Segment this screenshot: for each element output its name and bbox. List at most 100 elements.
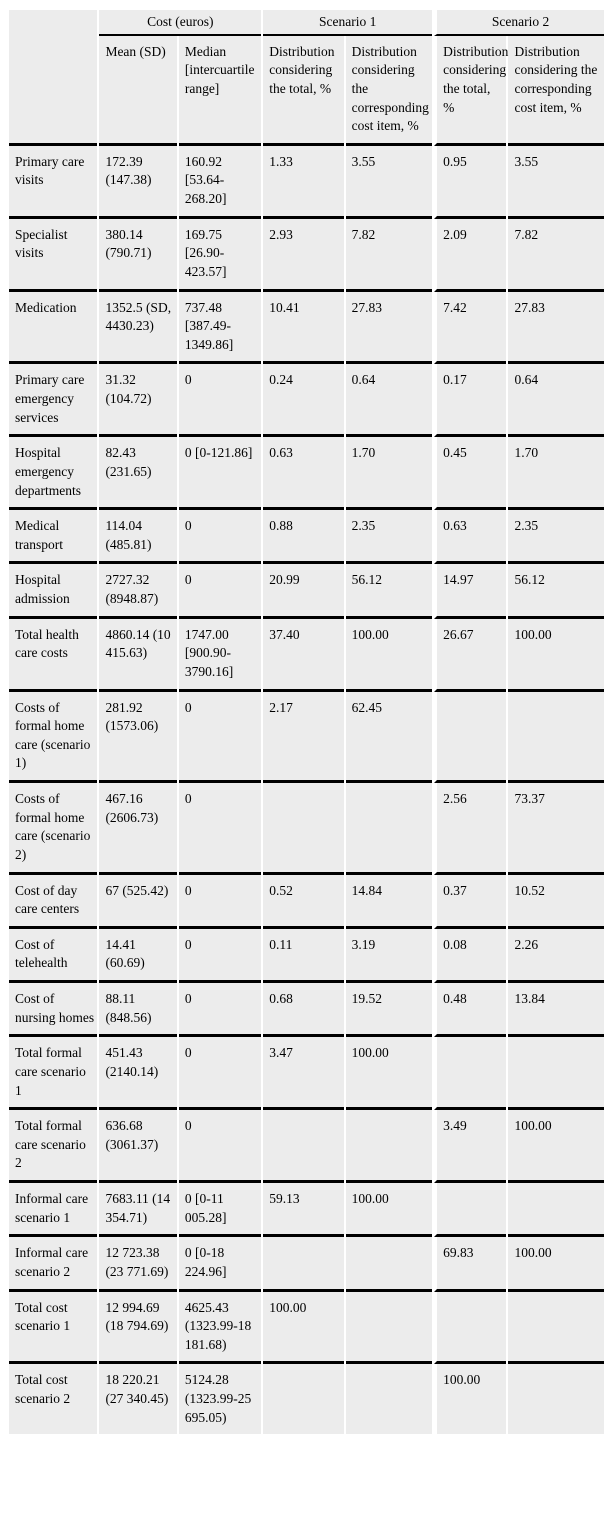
table-row-total-cost-s2: Total cost scenario 2 18 220.21 (27 340.… [9,1364,604,1435]
s1-total-cell: 0.24 [263,364,344,438]
mean-sd-cell: 380.14 (790.71) [99,218,177,292]
s1-item-cell: 62.45 [345,691,433,783]
median-iqr-cell: 0 [0-121.86] [178,437,262,511]
s1-item-cell: 100.00 [345,618,433,692]
s2-item-cell: 13.84 [508,983,604,1038]
s1-total-cell: 2.17 [263,691,344,783]
cost-distribution-table: Cost (euros) Scenario 1 Scenario 2 Mean … [7,10,606,1435]
table-row-day-care-centers: Cost of day care centers 67 (525.42) 0 0… [9,874,604,929]
s2-total-cell: 0.37 [434,874,507,929]
s1-total-cell: 1.33 [263,145,344,219]
mean-sd-cell: 467.16 (2606.73) [99,783,177,875]
row-label: Cost of telehealth [9,928,98,983]
s1-total-cell [263,783,344,875]
table-row-total-health-care-costs: Total health care costs 4860.14 (10 415.… [9,618,604,692]
s2-item-cell [508,1364,604,1435]
s2-item-cell: 7.82 [508,218,604,292]
mean-sd-cell: 281.92 (1573.06) [99,691,177,783]
row-label: Hospital emergency departments [9,437,98,511]
group-header-scenario-1: Scenario 1 [263,10,433,36]
s2-item-cell: 3.55 [508,145,604,219]
s1-item-cell: 1.70 [345,437,433,511]
s1-total-cell: 37.40 [263,618,344,692]
median-iqr-cell: 0 [178,364,262,438]
table-row-primary-care-emergency: Primary care emergency services 31.32 (1… [9,364,604,438]
s1-item-cell: 3.19 [345,928,433,983]
row-label: Total cost scenario 2 [9,1364,98,1435]
s2-item-cell: 73.37 [508,783,604,875]
row-label: Specialist visits [9,218,98,292]
s1-total-cell [263,1364,344,1435]
s2-total-cell: 0.95 [434,145,507,219]
median-iqr-cell: 0 [178,691,262,783]
s2-item-cell [508,1037,604,1111]
row-label: Hospital admission [9,564,98,619]
mean-sd-cell: 2727.32 (8948.87) [99,564,177,619]
s1-total-cell: 10.41 [263,291,344,365]
median-iqr-cell: 0 [178,783,262,875]
s1-total-cell: 0.68 [263,983,344,1038]
s1-total-cell: 0.52 [263,874,344,929]
group-header-cost: Cost (euros) [99,10,262,36]
median-iqr-cell: 5124.28 (1323.99-25 695.05) [178,1364,262,1435]
median-iqr-cell: 0 [178,1110,262,1183]
median-iqr-cell: 0 [178,510,262,565]
table-row-formal-home-care-s2: Costs of formal home care (scenario 2) 4… [9,783,604,875]
s2-item-cell [508,691,604,783]
s1-item-cell [345,1110,433,1183]
s2-total-cell [434,691,507,783]
table-row-medical-transport: Medical transport 114.04 (485.81) 0 0.88… [9,510,604,565]
s1-item-cell: 19.52 [345,983,433,1038]
table-row-informal-care-s2: Informal care scenario 2 12 723.38 (23 7… [9,1237,604,1292]
row-label: Cost of nursing homes [9,983,98,1038]
s1-item-cell [345,1237,433,1292]
table-row-hospital-admission: Hospital admission 2727.32 (8948.87) 0 2… [9,564,604,619]
s2-total-cell: 14.97 [434,564,507,619]
s1-item-cell: 100.00 [345,1183,433,1238]
group-header-row: Cost (euros) Scenario 1 Scenario 2 [9,10,604,146]
s1-total-cell [263,1110,344,1183]
s1-total-cell: 3.47 [263,1037,344,1111]
table-row-total-cost-s1: Total cost scenario 1 12 994.69 (18 794.… [9,1291,604,1365]
median-iqr-cell: 4625.43 (1323.99-18 181.68) [178,1291,262,1365]
s1-total-cell: 2.93 [263,218,344,292]
s2-item-cell: 1.70 [508,437,604,511]
row-label: Medical transport [9,510,98,565]
row-label: Primary care visits [9,145,98,219]
median-iqr-cell: 160.92 [53.64-268.20] [178,145,262,219]
mean-sd-cell: 7683.11 (14 354.71) [99,1183,177,1238]
s2-item-cell [508,1291,604,1365]
mean-sd-cell: 114.04 (485.81) [99,510,177,565]
s1-item-cell: 56.12 [345,564,433,619]
col-header-s1-distribution-total: Distribution considering the total, % [263,35,344,146]
col-header-s2-distribution-total: Distribution considering the total, % [434,35,508,146]
col-header-s1-distribution-item: Distribution considering the correspondi… [345,35,433,146]
s2-total-cell: 2.09 [434,218,507,292]
s2-item-cell [508,1183,604,1238]
s1-item-cell: 0.64 [345,364,433,438]
median-iqr-cell: 0 [178,564,262,619]
table-row-primary-care-visits: Primary care visits 172.39 (147.38) 160.… [9,145,604,219]
s2-total-cell [434,1037,507,1111]
s1-item-cell: 14.84 [345,874,433,929]
s2-item-cell: 2.35 [508,510,604,565]
mean-sd-cell: 14.41 (60.69) [99,928,177,983]
s1-item-cell: 100.00 [345,1037,433,1111]
row-label: Informal care scenario 1 [9,1183,98,1238]
s1-item-cell: 7.82 [345,218,433,292]
median-iqr-cell: 0 [178,928,262,983]
table-row-informal-care-s1: Informal care scenario 1 7683.11 (14 354… [9,1183,604,1238]
row-label: Costs of formal home care (scenario 2) [9,783,98,875]
s1-item-cell: 27.83 [345,291,433,365]
mean-sd-cell: 31.32 (104.72) [99,364,177,438]
s1-item-cell: 3.55 [345,145,433,219]
s1-item-cell [345,1291,433,1365]
row-label: Costs of formal home care (scenario 1) [9,691,98,783]
s2-total-cell: 0.48 [434,983,507,1038]
s1-total-cell: 0.88 [263,510,344,565]
s2-item-cell: 27.83 [508,291,604,365]
s1-item-cell [345,783,433,875]
corner-cell [9,10,98,146]
median-iqr-cell: 0 [178,983,262,1038]
s2-item-cell: 0.64 [508,364,604,438]
